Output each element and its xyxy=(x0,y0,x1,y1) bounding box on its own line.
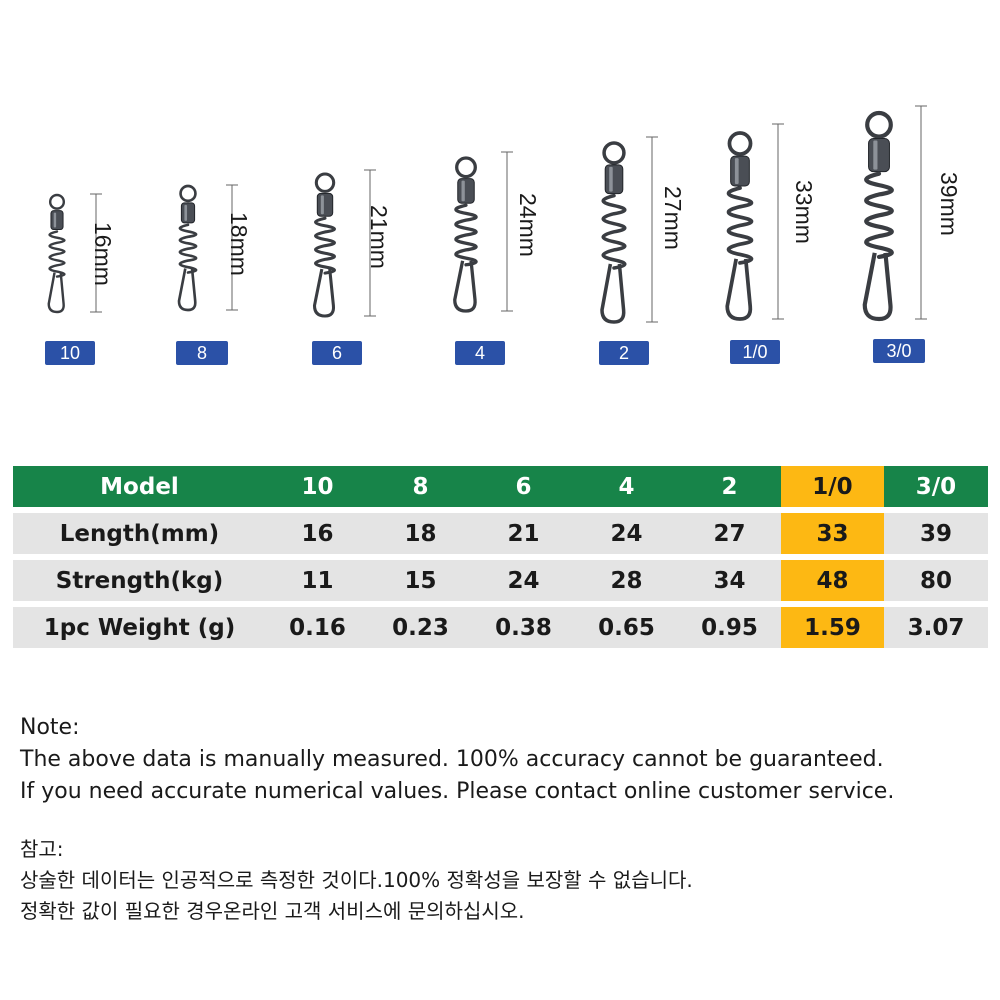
table-cell: 28 xyxy=(610,567,643,594)
swivel-barrel-icon xyxy=(50,210,64,231)
header-model-label: Model xyxy=(100,473,179,500)
note-english: Note: The above data is manually measure… xyxy=(20,712,990,808)
swivel-ring-icon xyxy=(314,172,336,193)
length-label-33mm: 33mm xyxy=(791,180,817,244)
header-cell: 4 xyxy=(618,473,635,500)
table-cell: 3.07 xyxy=(907,614,965,641)
size-badge-6: 6 xyxy=(312,341,362,365)
table-cell: 0.38 xyxy=(495,614,552,641)
table-row-length: Length(mm) 16 18 21 24 27 33 39 xyxy=(13,513,988,554)
table-cell: 27 xyxy=(713,520,746,547)
table-cell: 0.65 xyxy=(598,614,655,641)
table-header-row: Model 10 8 6 4 2 1/0 3/0 xyxy=(13,466,988,507)
table-cell: 80 xyxy=(919,567,952,594)
table-cell: 21 xyxy=(507,520,540,547)
table-cell: 15 xyxy=(404,567,437,594)
table-cell: 0.95 xyxy=(701,614,758,641)
header-cell: 6 xyxy=(515,473,532,500)
size-badge-2: 2 xyxy=(599,341,649,365)
length-label-18mm: 18mm xyxy=(226,212,252,276)
table-cell: 16 xyxy=(301,520,334,547)
length-label-39mm: 39mm xyxy=(936,172,962,236)
swivel-snap-icon xyxy=(600,263,626,324)
size-badge-1-0: 1/0 xyxy=(730,340,780,364)
size-badge-8: 8 xyxy=(176,341,228,365)
size-badge-3-0: 3/0 xyxy=(873,339,925,363)
swivel-coil-icon xyxy=(864,171,894,259)
swivel-barrel-icon xyxy=(457,178,475,204)
swivel-coil-icon xyxy=(601,193,627,270)
swivel-coil-icon xyxy=(178,223,198,274)
row-label: 1pc Weight (g) xyxy=(43,614,236,641)
note-title: Note: xyxy=(20,715,80,740)
swivel-barrel-icon xyxy=(316,192,334,217)
size-badge-4: 4 xyxy=(455,341,505,365)
row-label: Length(mm) xyxy=(59,520,220,547)
swivel-snap-icon xyxy=(453,260,477,313)
table-cell: 18 xyxy=(404,520,437,547)
table-cell: 39 xyxy=(919,520,952,547)
swivel-barrel-icon xyxy=(730,155,750,187)
barrel-highlight xyxy=(609,166,613,192)
header-cell: 2 xyxy=(721,473,738,500)
swivel-ring-icon xyxy=(602,141,626,165)
table-cell-highlighted: 33 xyxy=(781,513,884,554)
header-cell: 8 xyxy=(412,473,429,500)
swivel-ring-icon xyxy=(865,110,893,139)
swivel-snap-icon xyxy=(862,252,893,322)
barrel-highlight xyxy=(873,140,878,170)
table-row-strength: Strength(kg) 11 15 24 28 34 48 80 xyxy=(13,560,988,601)
length-label-24mm: 24mm xyxy=(515,193,541,257)
row-label: Strength(kg) xyxy=(55,567,224,594)
barrel-highlight xyxy=(461,180,465,202)
barrel-highlight xyxy=(53,212,57,228)
swivel-snap-icon xyxy=(725,258,753,321)
swivel-snap-icon xyxy=(47,272,65,314)
swivel-barrel-icon xyxy=(604,164,624,195)
swivel-ring-icon xyxy=(48,193,66,210)
table-cell: 0.23 xyxy=(392,614,449,641)
table-cell: 24 xyxy=(507,567,540,594)
length-label-21mm: 21mm xyxy=(366,205,392,269)
note-line: If you need accurate numerical values. P… xyxy=(20,779,895,804)
note-title-ko: 참고: xyxy=(20,837,64,861)
product-illustrations: 10 8 6 4 2 1/0 3/0 16mm 18mm 21mm 24mm 2… xyxy=(0,0,1000,400)
swivel-snap-icon xyxy=(312,268,336,318)
swivel-drawings xyxy=(47,105,927,324)
swivel-barrel-icon xyxy=(868,138,890,173)
length-label-27mm: 27mm xyxy=(660,186,686,250)
table-cell: 24 xyxy=(610,520,643,547)
barrel-highlight xyxy=(320,195,324,215)
swivel-coil-icon xyxy=(454,203,478,267)
note-section: Note: The above data is manually measure… xyxy=(20,712,990,927)
header-cell-highlighted: 1/0 xyxy=(781,466,884,507)
header-cell: 10 xyxy=(301,473,334,500)
size-badge-10: 10 xyxy=(45,341,95,365)
barrel-highlight xyxy=(734,158,739,184)
swivel-ring-icon xyxy=(727,131,753,156)
swivel-ring-icon xyxy=(179,184,197,203)
swivel-barrel-icon xyxy=(180,202,196,224)
swivel-ring-icon xyxy=(455,156,477,179)
note-line-ko: 상술한 데이터는 인공적으로 측정한 것이다.100% 정확성을 보장할 수 없… xyxy=(20,868,693,892)
table-row-weight: 1pc Weight (g) 0.16 0.23 0.38 0.65 0.95 … xyxy=(13,607,988,648)
length-label-16mm: 16mm xyxy=(90,222,116,286)
swivel-snap-icon xyxy=(177,268,197,312)
swivel-coil-icon xyxy=(314,216,336,275)
table-cell: 0.16 xyxy=(289,614,346,641)
note-line-ko: 정확한 값이 필요한 경우온라인 고객 서비스에 문의하십시오. xyxy=(20,899,525,923)
table-cell: 11 xyxy=(301,567,334,594)
swivel-coil-icon xyxy=(726,186,754,265)
barrel-highlight xyxy=(184,204,188,221)
table-cell-highlighted: 1.59 xyxy=(781,607,884,648)
spec-table: Model 10 8 6 4 2 1/0 3/0 Length(mm) 16 1… xyxy=(13,466,988,654)
header-cell: 3/0 xyxy=(915,473,957,500)
note-korean: 참고: 상술한 데이터는 인공적으로 측정한 것이다.100% 정확성을 보장할… xyxy=(20,834,990,927)
swivel-coil-icon xyxy=(48,230,66,278)
note-line: The above data is manually measured. 100… xyxy=(20,747,884,772)
table-cell: 34 xyxy=(713,567,746,594)
table-cell-highlighted: 48 xyxy=(781,560,884,601)
